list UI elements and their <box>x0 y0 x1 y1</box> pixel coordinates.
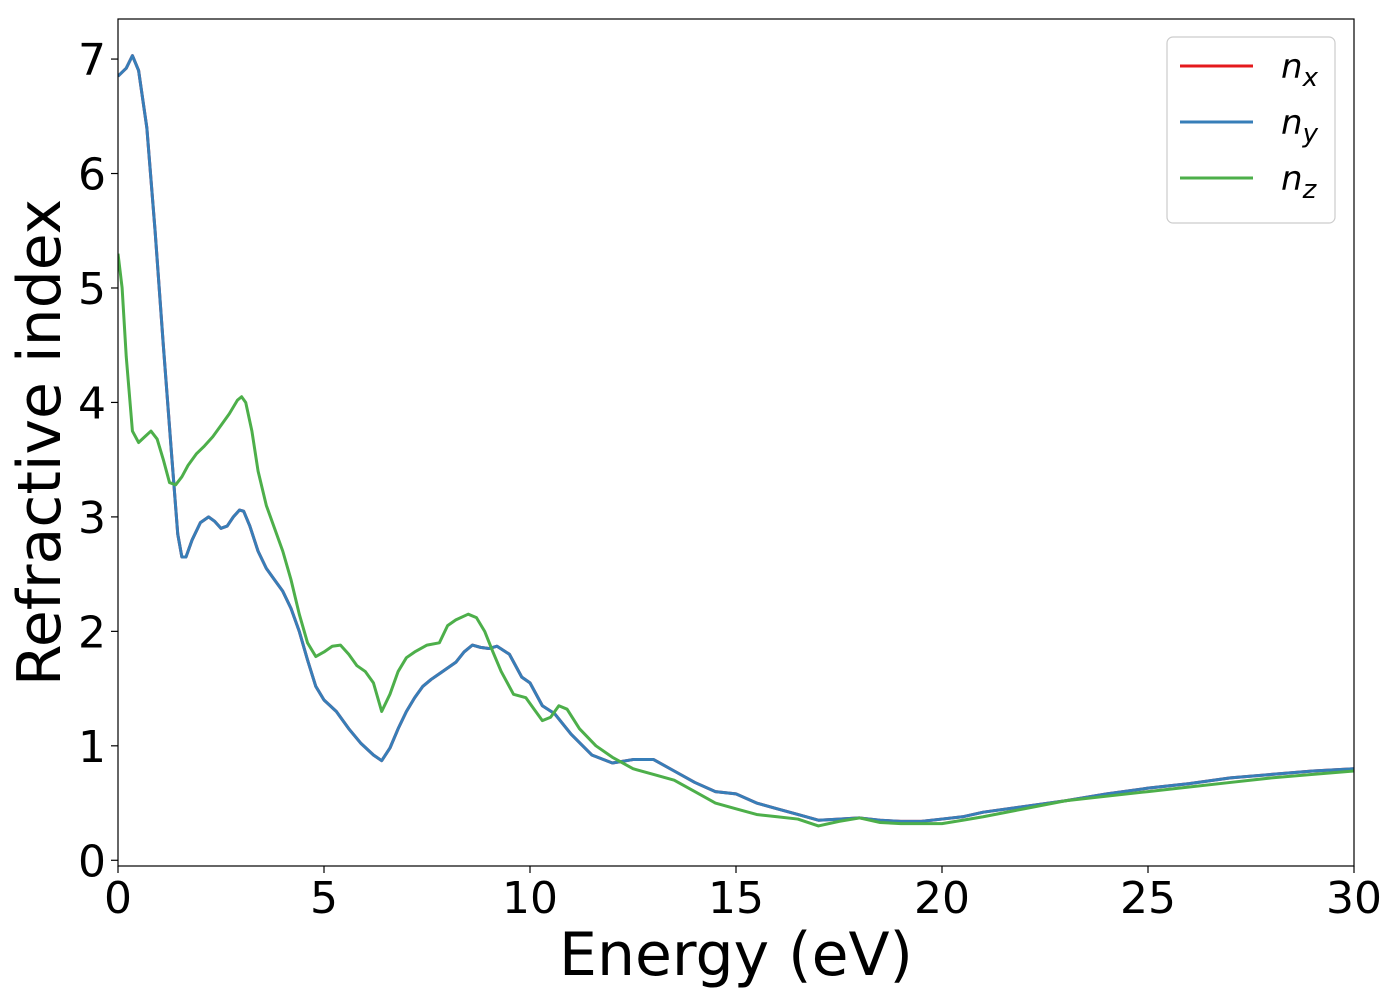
y-tick-label: 7 <box>78 35 106 86</box>
x-tick-label: 15 <box>708 873 764 924</box>
legend-label: ny <box>1281 103 1319 149</box>
x-tick-label: 5 <box>310 873 338 924</box>
legend-label: nx <box>1281 47 1319 93</box>
y-tick-label: 1 <box>78 722 106 773</box>
x-tick-label: 30 <box>1326 873 1382 924</box>
y-tick-label: 3 <box>78 493 106 544</box>
y-tick-label: 5 <box>78 264 106 315</box>
x-axis-title: Energy (eV) <box>559 920 913 990</box>
y-tick-label: 6 <box>78 150 106 201</box>
x-tick-label: 20 <box>914 873 970 924</box>
x-axis: 0 5 10 15 20 25 30 <box>104 866 1382 924</box>
y-axis: 0 1 2 3 4 5 6 7 <box>78 35 118 887</box>
series-layer <box>118 54 1354 828</box>
legend: nx ny nz <box>1166 36 1336 224</box>
series-line-y <box>118 54 1354 823</box>
y-tick-label: 2 <box>78 607 106 658</box>
x-tick-label: 0 <box>104 873 132 924</box>
y-tick-label: 0 <box>78 836 106 887</box>
y-axis-title: Refractive index <box>5 199 75 686</box>
series-line-z <box>118 253 1354 828</box>
legend-label: nz <box>1281 159 1318 205</box>
x-tick-label: 10 <box>502 873 558 924</box>
y-tick-label: 4 <box>78 378 106 429</box>
x-tick-label: 25 <box>1120 873 1176 924</box>
